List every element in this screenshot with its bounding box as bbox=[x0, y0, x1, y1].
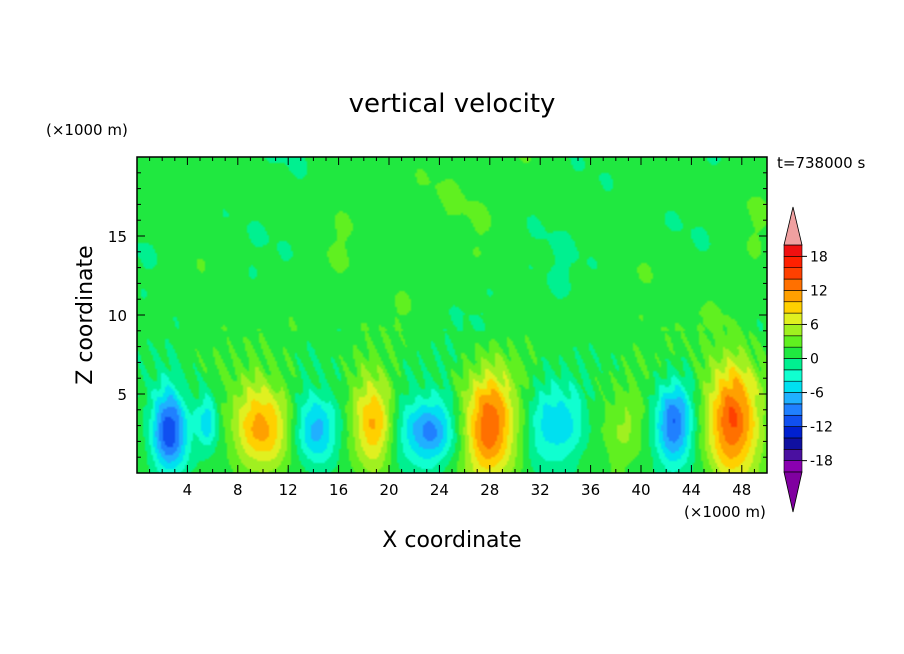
colorbar-cell bbox=[783, 369, 803, 382]
colorbar-cell bbox=[783, 256, 803, 269]
y-tick-label: 5 bbox=[117, 386, 127, 404]
x-axis: 4 8 12 16 20 24 28 32 36 40 44 48 bbox=[149, 157, 755, 499]
y-tick-label: 10 bbox=[108, 307, 127, 325]
chart-title: vertical velocity bbox=[349, 89, 556, 119]
colorbar-tick-label: 6 bbox=[810, 317, 819, 333]
colorbar-cell bbox=[783, 448, 803, 461]
colorbar-tick-label: -18 bbox=[810, 454, 833, 470]
field-area bbox=[136, 156, 768, 474]
x-tick-label: 48 bbox=[732, 481, 751, 499]
x-tick-label: 8 bbox=[233, 481, 243, 499]
colorbar-tick-label: -6 bbox=[810, 386, 824, 402]
x-tick-label: 4 bbox=[183, 481, 193, 499]
x-tick-label: 24 bbox=[430, 481, 449, 499]
colorbar-cell bbox=[783, 290, 803, 303]
colorbar: 18 12 6 0 -6 -12 -18 bbox=[783, 206, 833, 513]
x-tick-label: 32 bbox=[531, 481, 550, 499]
y-unit-label: (×1000 m) bbox=[46, 121, 128, 139]
colorbar-cell bbox=[783, 358, 803, 371]
colorbar-cell bbox=[783, 426, 803, 439]
colorbar-tick-label: 18 bbox=[810, 249, 828, 265]
colorbar-cell bbox=[783, 267, 803, 280]
colorbar-cell bbox=[783, 301, 803, 314]
x-tick-label: 28 bbox=[480, 481, 499, 499]
colorbar-cell bbox=[783, 403, 803, 416]
x-unit-label: (×1000 m) bbox=[684, 503, 766, 521]
colorbar-cell bbox=[783, 244, 803, 257]
colorbar-tick-label: 12 bbox=[810, 283, 828, 299]
colorbar-cell bbox=[783, 324, 803, 337]
x-tick-label: 44 bbox=[682, 481, 701, 499]
colorbar-cell bbox=[783, 437, 803, 450]
y-tick-label: 15 bbox=[108, 228, 127, 246]
x-tick-label: 12 bbox=[279, 481, 298, 499]
y-axis: 5 10 15 bbox=[108, 172, 767, 458]
time-label: t=738000 s bbox=[777, 154, 865, 172]
x-axis-label: X coordinate bbox=[382, 528, 521, 553]
x-tick-label: 40 bbox=[631, 481, 650, 499]
colorbar-tick-label: -12 bbox=[810, 420, 833, 436]
colorbar-cell bbox=[783, 460, 803, 473]
colorbar-over-triangle bbox=[783, 206, 803, 246]
colorbar-tick-label: 0 bbox=[810, 352, 819, 368]
y-axis-label: Z coordinate bbox=[73, 245, 98, 384]
colorbar-cell bbox=[783, 392, 803, 405]
colorbar-cell bbox=[783, 346, 803, 359]
colorbar-cell bbox=[783, 380, 803, 393]
colorbar-under-triangle bbox=[783, 471, 803, 513]
colorbar-cell bbox=[783, 414, 803, 427]
colorbar-cell bbox=[783, 278, 803, 291]
x-tick-label: 16 bbox=[329, 481, 348, 499]
x-tick-label: 36 bbox=[581, 481, 600, 499]
velocity-field bbox=[137, 157, 767, 473]
colorbar-cell bbox=[783, 335, 803, 348]
colorbar-cell bbox=[783, 312, 803, 325]
x-tick-label: 20 bbox=[379, 481, 398, 499]
